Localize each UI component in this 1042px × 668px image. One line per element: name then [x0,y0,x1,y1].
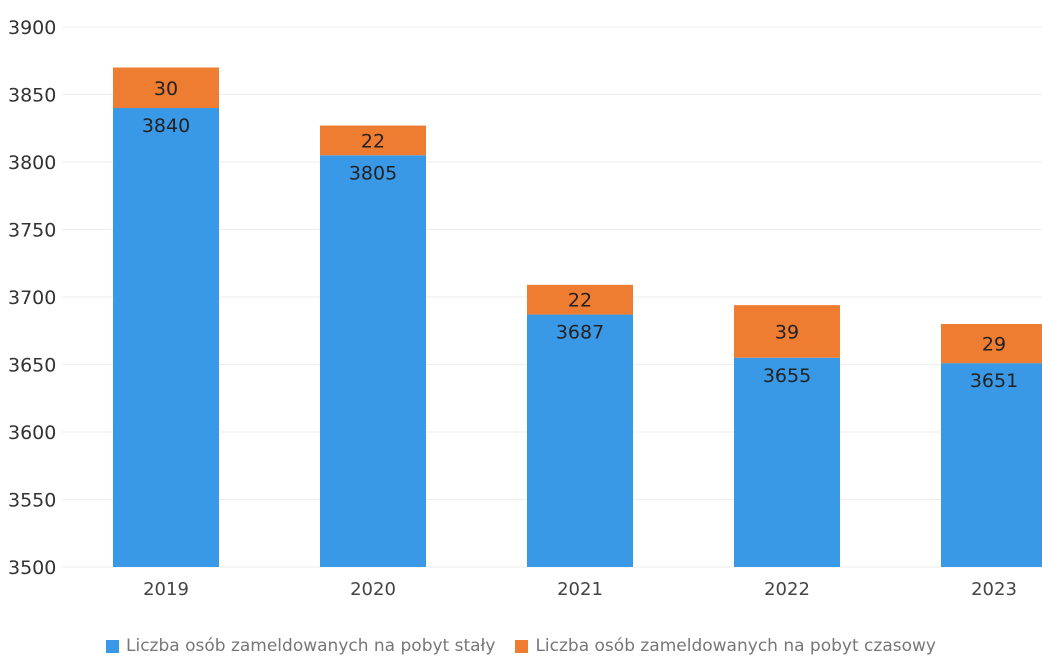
y-tick-label: 3500 [8,557,56,579]
x-tick-label-2022: 2022 [764,579,810,600]
data-label-temporary-2021: 22 [568,290,592,312]
legend-item-temporary: Liczba osób zameldowanych na pobyt czaso… [515,636,936,656]
bar-temporary-2021 [527,284,633,315]
y-tick-label: 3750 [8,220,56,242]
stacked-bar-chart: 3500 3550 3600 3650 3700 3750 3800 3850 3900 3840… [8,17,1042,600]
x-tick-label-2019: 2019 [143,579,189,600]
data-label-temporary-2019: 30 [154,78,178,100]
bar-permanent-2022 [734,357,840,567]
bar-permanent-2019 [113,108,219,567]
bar-permanent-2021 [527,314,633,567]
bar-temporary-2020 [320,125,426,156]
x-tick-label-2021: 2021 [557,579,603,600]
legend-swatch-permanent [106,639,120,653]
legend-label-temporary: Liczba osób zameldowanych na pobyt czaso… [535,636,936,656]
data-label-temporary-2020: 22 [361,130,385,152]
data-label-permanent-2022: 3655 [763,365,811,387]
data-label-temporary-2023: 29 [982,334,1006,356]
x-tick-label-2020: 2020 [350,579,396,600]
bar-permanent-2020 [320,155,426,567]
legend-item-permanent: Liczba osób zameldowanych na pobyt stały [106,636,495,656]
legend-swatch-temporary [515,639,529,653]
y-tick-label: 3600 [8,422,56,444]
y-tick-label: 3850 [8,85,56,107]
legend: Liczba osób zameldowanych na pobyt stały… [0,636,1042,656]
y-tick-label: 3900 [8,17,56,39]
y-tick-label: 3650 [8,355,56,377]
data-label-permanent-2020: 3805 [349,162,397,184]
data-label-permanent-2021: 3687 [556,322,604,344]
bar-temporary-2019 [113,67,219,108]
y-tick-label: 3700 [8,287,56,309]
data-label-permanent-2019: 3840 [142,115,190,137]
bar-temporary-2022 [734,305,840,358]
data-label-temporary-2022: 39 [775,321,799,343]
bar-temporary-2023 [941,324,1042,364]
x-tick-label-2023: 2023 [971,579,1017,600]
y-tick-label: 3800 [8,152,56,174]
y-tick-label: 3550 [8,490,56,512]
data-label-permanent-2023: 3651 [970,370,1018,392]
legend-label-permanent: Liczba osób zameldowanych na pobyt stały [126,636,496,656]
bar-permanent-2023 [941,363,1042,567]
